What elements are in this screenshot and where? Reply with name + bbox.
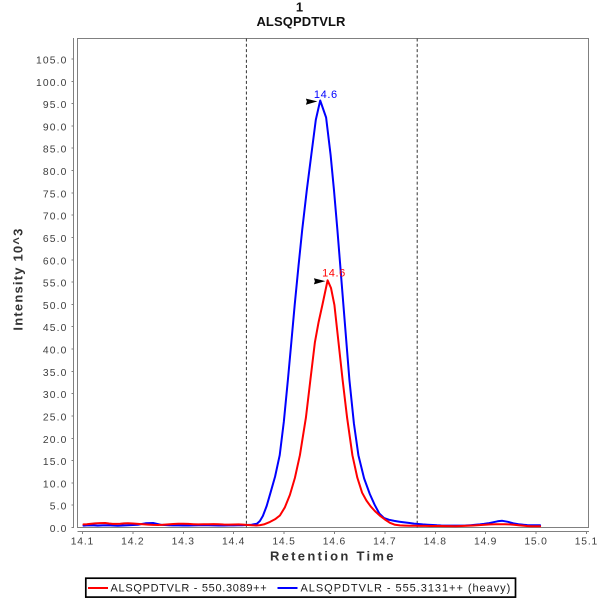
svg-text:85.0: 85.0	[43, 145, 68, 156]
svg-text:ALSQPDTVLR - 555.3131++ (heavy: ALSQPDTVLR - 555.3131++ (heavy)	[301, 582, 512, 594]
svg-text:30.0: 30.0	[43, 390, 68, 401]
svg-text:65.0: 65.0	[43, 234, 68, 245]
svg-text:ALSQPDTVLR: ALSQPDTVLR	[256, 14, 346, 29]
svg-text:35.0: 35.0	[43, 368, 68, 379]
svg-text:14.5: 14.5	[272, 537, 295, 548]
svg-text:14.7: 14.7	[373, 537, 396, 548]
svg-text:45.0: 45.0	[43, 323, 68, 334]
svg-text:100.0: 100.0	[36, 78, 68, 89]
svg-text:14.9: 14.9	[474, 537, 497, 548]
svg-text:14.6: 14.6	[314, 89, 338, 101]
svg-text:14.2: 14.2	[121, 537, 144, 548]
svg-text:15.0: 15.0	[524, 537, 547, 548]
svg-text:14.4: 14.4	[222, 537, 245, 548]
svg-text:25.0: 25.0	[43, 413, 68, 424]
svg-text:0.0: 0.0	[50, 524, 68, 535]
svg-text:105.0: 105.0	[36, 56, 68, 67]
svg-text:20.0: 20.0	[43, 435, 68, 446]
svg-text:15.1: 15.1	[575, 537, 598, 548]
svg-text:10.0: 10.0	[43, 479, 68, 490]
svg-text:90.0: 90.0	[43, 122, 68, 133]
svg-text:80.0: 80.0	[43, 167, 68, 178]
svg-text:95.0: 95.0	[43, 100, 68, 111]
svg-text:Retention Time: Retention Time	[270, 548, 396, 563]
svg-text:14.6: 14.6	[323, 537, 346, 548]
svg-text:70.0: 70.0	[43, 212, 68, 223]
svg-text:5.0: 5.0	[50, 502, 68, 513]
svg-text:Intensity 10^3: Intensity 10^3	[11, 227, 26, 330]
svg-text:14.8: 14.8	[424, 537, 447, 548]
svg-text:75.0: 75.0	[43, 189, 68, 200]
svg-text:15.0: 15.0	[43, 457, 68, 468]
svg-text:14.6: 14.6	[322, 267, 346, 279]
svg-text:55.0: 55.0	[43, 279, 68, 290]
svg-text:ALSQPDTVLR - 550.3089++: ALSQPDTVLR - 550.3089++	[111, 582, 268, 594]
svg-text:14.1: 14.1	[71, 537, 94, 548]
svg-text:14.3: 14.3	[172, 537, 195, 548]
svg-text:60.0: 60.0	[43, 256, 68, 267]
svg-text:50.0: 50.0	[43, 301, 68, 312]
svg-text:1: 1	[296, 0, 303, 15]
svg-text:40.0: 40.0	[43, 346, 68, 357]
